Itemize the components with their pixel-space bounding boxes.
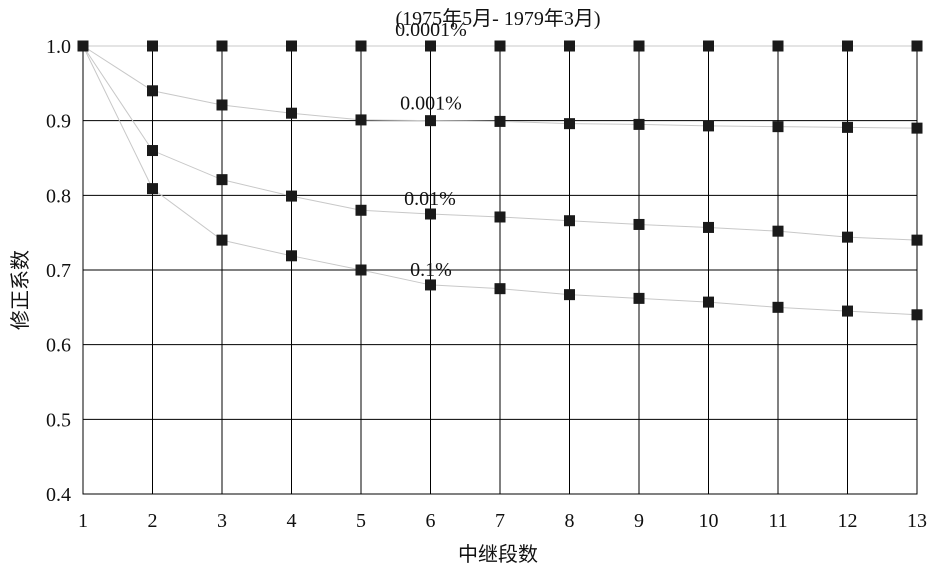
x-tick-label: 2 [148, 510, 158, 532]
series-label: 0.1% [410, 259, 452, 281]
data-point [911, 234, 923, 246]
data-point [147, 85, 158, 97]
data-point [286, 107, 297, 119]
data-point [425, 115, 436, 127]
data-point [564, 215, 575, 227]
x-tick-label: 8 [565, 510, 575, 532]
data-point [355, 40, 367, 52]
chart-title: (1975年5月- 1979年3月) [396, 7, 601, 30]
x-tick-label: 4 [287, 510, 297, 532]
x-tick-label: 9 [634, 510, 644, 532]
data-point [147, 145, 158, 157]
tick-layer: 0.40.50.60.70.80.91.01 2 3 4 5 6 7 8 9 10 11 12 13 [46, 36, 927, 532]
data-point [355, 114, 367, 126]
y-axis-title: 修正系数 [8, 250, 32, 330]
data-point [911, 122, 923, 134]
data-point [772, 225, 784, 237]
x-tick-label: 13 [907, 510, 927, 532]
data-point [842, 231, 853, 243]
data-point [286, 40, 297, 52]
data-point [564, 118, 575, 130]
x-tick-label: 1 [78, 510, 88, 532]
data-point [494, 115, 506, 127]
y-tick-label: 0.8 [46, 185, 71, 207]
data-point [286, 250, 297, 262]
data-point [633, 118, 645, 130]
data-point [425, 279, 436, 291]
data-point [425, 208, 436, 220]
data-point [147, 183, 158, 195]
series-label: 0.01% [404, 188, 456, 210]
data-point [286, 190, 297, 202]
x-tick-label: 11 [768, 510, 787, 532]
data-point [772, 121, 784, 133]
data-point [703, 221, 714, 233]
data-point [842, 40, 853, 52]
data-point [772, 301, 784, 313]
data-point [216, 40, 228, 52]
y-tick-label: 0.4 [46, 484, 71, 506]
data-point [703, 296, 714, 308]
data-point [494, 211, 506, 223]
x-tick-label: 5 [356, 510, 366, 532]
x-tick-label: 3 [217, 510, 227, 532]
x-tick-label: 6 [426, 510, 436, 532]
series-label: 0.0001% [395, 19, 467, 41]
data-point [425, 40, 436, 52]
data-point [494, 283, 506, 295]
data-point [911, 309, 923, 321]
data-point [216, 99, 228, 111]
y-tick-label: 0.6 [46, 335, 71, 357]
data-point [564, 289, 575, 301]
data-point [633, 218, 645, 230]
data-point [911, 40, 923, 52]
data-point [77, 40, 89, 52]
data-point [633, 292, 645, 304]
data-point [842, 305, 853, 317]
data-point [147, 40, 158, 52]
x-axis-title: 中继段数 [458, 542, 538, 566]
y-tick-label: 0.5 [46, 409, 71, 431]
y-tick-label: 1.0 [46, 36, 71, 58]
series-0-0001-: 0.0001% [77, 19, 923, 52]
data-point [633, 40, 645, 52]
x-tick-label: 12 [838, 510, 858, 532]
x-tick-label: 7 [495, 510, 505, 532]
data-point [703, 120, 714, 132]
y-tick-label: 0.9 [46, 111, 71, 133]
grid-layer [82, 45, 918, 495]
data-point [703, 40, 714, 52]
series-layer: 0.0001% 0.001% 0.01% 0.1% [77, 19, 923, 321]
data-point [216, 234, 228, 246]
x-tick-label: 10 [699, 510, 719, 532]
series-0-1-: 0.1% [77, 40, 923, 321]
data-point [355, 204, 367, 216]
data-point [772, 40, 784, 52]
y-tick-label: 0.7 [46, 260, 71, 282]
data-point [494, 40, 506, 52]
data-point [842, 121, 853, 133]
data-point [564, 40, 575, 52]
data-point [355, 264, 367, 276]
series-label: 0.001% [400, 93, 462, 115]
data-point [216, 174, 228, 186]
